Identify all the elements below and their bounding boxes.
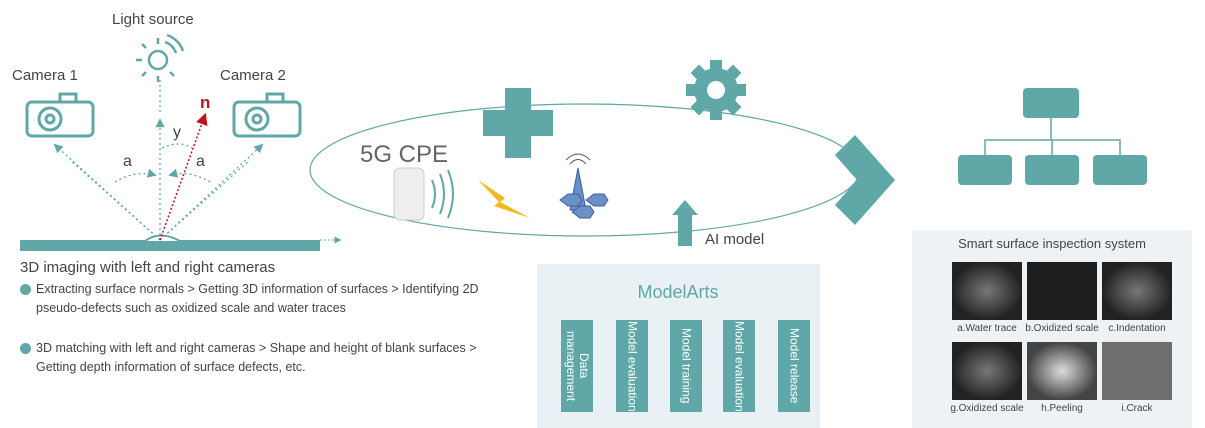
org-icon-part: [958, 155, 1012, 185]
bullet: 3D matching with left and right cameras …: [20, 339, 520, 377]
light-icon-part: [149, 51, 167, 69]
camera-icon: [27, 94, 300, 136]
cpe-label: 5G CPE: [360, 141, 448, 168]
camera-label: Camera 2: [220, 67, 286, 84]
org-icon-part: [1023, 88, 1079, 118]
sample-images-part: [1102, 342, 1172, 400]
light-icon-part: [165, 35, 183, 53]
bullet: Extracting surface normals > Getting 3D …: [20, 280, 520, 318]
pipeline-step: Model evaluation: [616, 320, 648, 412]
camera-icon-part: [46, 115, 54, 123]
pipeline-step: Model release: [778, 320, 810, 412]
rays-part: [115, 174, 155, 182]
angle-label: y: [173, 124, 181, 141]
sample-label: c.Indentation: [1108, 323, 1165, 334]
ai-model-label: AI model: [705, 231, 764, 248]
angle-label: a: [196, 153, 205, 170]
sample-images-part: [1102, 262, 1172, 320]
chevron: [835, 135, 895, 225]
rays-part: [160, 160, 250, 240]
light-icon-part: [170, 72, 174, 76]
sample-images-part: [1027, 262, 1097, 320]
pipeline-step: Model training: [670, 320, 702, 412]
cpe-icon: [394, 168, 453, 220]
surface-part: [145, 236, 180, 242]
camera-icon-part: [253, 115, 261, 123]
light-icon-part: [142, 72, 146, 76]
tower-icon: [560, 154, 608, 218]
pipeline-step: Model evaluation: [723, 320, 755, 412]
inspection-title: Smart surface inspection system: [958, 236, 1146, 251]
camera-icon-part: [246, 108, 268, 130]
cpe-icon-part: [394, 168, 424, 220]
rays-part: [70, 160, 160, 240]
up-arrow: [672, 200, 698, 246]
camera-icon-part: [267, 94, 283, 102]
org-icon-part: [1093, 155, 1147, 185]
imaging-title: 3D imaging with left and right cameras: [20, 259, 275, 276]
org-icon: [958, 88, 1147, 185]
sample-images-part: [952, 262, 1022, 320]
plus-icon: [483, 88, 553, 158]
gear-icon: [686, 60, 746, 120]
normal-label: n: [200, 93, 210, 112]
cpe-icon-part: [432, 170, 453, 218]
camera-icon-part: [60, 94, 76, 102]
camera-label: Camera 1: [12, 67, 78, 84]
org-icon-part: [1025, 155, 1079, 185]
normal-vector: [160, 115, 205, 240]
sample-label: h.Peeling: [1041, 403, 1083, 414]
rays-part: [162, 144, 192, 148]
gear-icon-part: [707, 81, 725, 99]
rays-part: [170, 174, 210, 182]
angle-label: a: [123, 153, 132, 170]
tower-icon-part: [566, 154, 590, 164]
light-icon-part: [142, 44, 146, 48]
modelarts-title: ModelArts: [637, 282, 718, 302]
surface: [20, 236, 340, 252]
surface-part: [20, 240, 320, 251]
light-source-label: Light source: [112, 11, 194, 28]
pipeline-step: Data management: [561, 320, 593, 412]
org-icon-part: [985, 118, 1120, 155]
light-icon: [136, 35, 183, 82]
sample-images-part: [1027, 342, 1097, 400]
camera-icon-part: [39, 108, 61, 130]
sample-label: a.Water trace: [957, 323, 1017, 334]
rays: [55, 80, 262, 240]
lightning: [478, 180, 530, 218]
sample-label: g.Oxidized scale: [950, 403, 1024, 414]
diagram: Light source Camera 1 Camera 2 n y a a 5…: [0, 0, 1205, 428]
sample-label: i.Crack: [1121, 403, 1153, 414]
sample-label: b.Oxidized scale: [1025, 323, 1099, 334]
sample-images-part: [952, 342, 1022, 400]
